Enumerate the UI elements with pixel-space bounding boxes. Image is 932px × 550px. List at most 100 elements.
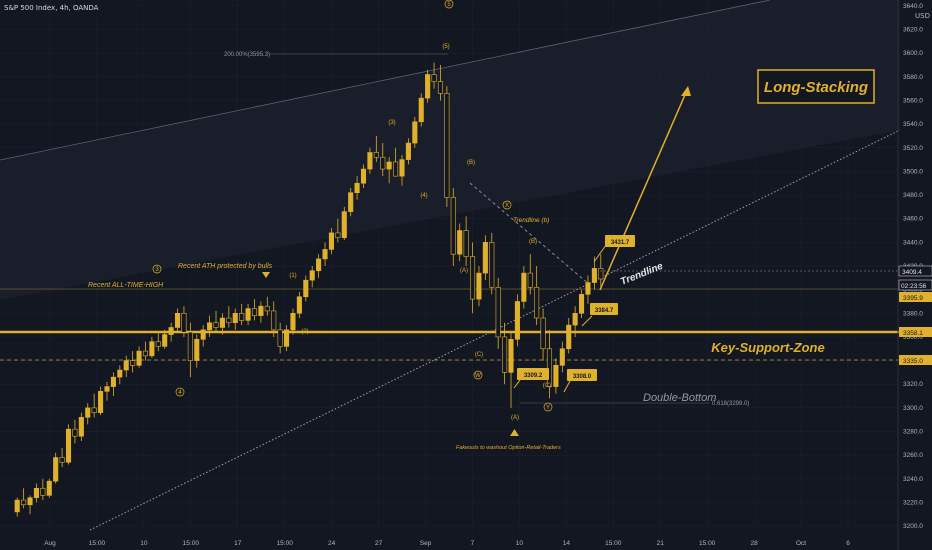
y-tick-label: 3260.0: [903, 452, 923, 459]
x-tick-label: Sep: [420, 540, 432, 547]
y-tick-label: 3240.0: [903, 476, 923, 483]
candle-body: [585, 282, 591, 295]
candle-body: [546, 348, 553, 387]
candle-body: [367, 152, 373, 170]
candle-body: [219, 317, 225, 328]
candle-body: [21, 499, 27, 506]
recent-ath-protected-label: Recent ATH protected by bulls: [178, 263, 273, 270]
key-support-zone-label: Key-Support-Zone: [711, 340, 824, 355]
candle-body: [181, 312, 187, 333]
candle-body: [284, 329, 290, 347]
wave-5: (5): [442, 44, 449, 50]
callout-3384-label: 3384.7: [595, 308, 614, 314]
y-tick-label: 3280.0: [903, 429, 923, 436]
candle-body: [91, 407, 97, 413]
channel-mid-line: [89, 129, 901, 531]
trendline-b: [469, 182, 591, 286]
wave-1: (1): [289, 273, 296, 279]
candle-body: [316, 258, 322, 272]
callout-3309-label: 3309.2: [524, 373, 543, 379]
candle-body: [559, 348, 565, 366]
candle-body: [508, 338, 514, 373]
y-tick-label: 3640.0: [903, 3, 923, 10]
candle-body: [579, 294, 585, 314]
callout-3309: 3309.2: [513, 368, 549, 389]
candle-body: [117, 369, 123, 378]
candle-body: [136, 350, 142, 366]
candle-body: [431, 74, 437, 82]
channel-shade: [0, 0, 900, 300]
candle-body: [33, 487, 39, 499]
callout-3308: 3308.0: [563, 369, 597, 393]
y-tick-label: 3380.0: [903, 310, 923, 317]
x-tick-label: 6: [846, 540, 850, 547]
y-tick-label: 3500.0: [903, 168, 923, 175]
candle-body: [53, 457, 59, 482]
candle-body: [521, 272, 527, 302]
x-tick-label: 24: [328, 540, 336, 547]
candle-body: [482, 242, 488, 274]
candle-body: [450, 197, 456, 255]
candle-body: [393, 161, 399, 177]
x-tick-label: 15:00: [277, 540, 294, 547]
candle-body: [123, 360, 129, 371]
y-tick-label: 3480.0: [903, 192, 923, 199]
candle-body: [457, 230, 463, 255]
x-tick-label: 15:00: [699, 540, 716, 547]
candle-body: [155, 341, 161, 347]
y-tick-label: 3620.0: [903, 27, 923, 34]
x-tick-label: 15:00: [89, 540, 106, 547]
y-tick-label: 3600.0: [903, 50, 923, 57]
candle-body: [46, 480, 52, 496]
callout-3308-label: 3308.0: [573, 374, 592, 380]
chart-title: S&P 500 Index, 4h, OANDA: [4, 4, 99, 12]
double-bottom-label: Double-Bottom: [643, 392, 716, 404]
candle-body: [296, 296, 302, 314]
candle-body: [566, 324, 572, 350]
candle-body: [168, 327, 174, 335]
candle-body: [226, 317, 232, 324]
x-tick-label: 7: [471, 540, 475, 547]
candles: [14, 62, 604, 517]
wave-A2: (A): [511, 415, 519, 421]
recent-ath-label: Recent ALL-TIME-HIGH: [88, 282, 164, 289]
candle-body: [469, 256, 476, 300]
candle-body: [418, 97, 424, 123]
long-stacking-label: Long-Stacking: [764, 79, 868, 96]
callout-3431-label: 3431.7: [611, 240, 630, 246]
candle-body: [598, 268, 604, 280]
candle-body: [232, 312, 238, 324]
x-tick-label: 21: [657, 540, 665, 547]
y-tick-label: 3360.0: [903, 334, 923, 341]
candle-body: [110, 376, 116, 387]
x-tick-label: Aug: [44, 540, 56, 547]
candle-body: [290, 312, 296, 331]
candle-body: [354, 182, 360, 194]
last-price-tag: 3409.4: [902, 269, 922, 276]
x-tick-label: 15:00: [605, 540, 622, 547]
long-stacking-box: Long-Stacking: [757, 69, 875, 104]
y-tick-label: 3440.0: [903, 239, 923, 246]
candle-body: [476, 272, 482, 300]
candle-body: [27, 497, 33, 506]
trendline-b-label: Trendline (b): [513, 217, 549, 224]
wave-4: (4): [420, 193, 427, 199]
x-tick-label: 27: [375, 540, 383, 547]
candle-body: [65, 428, 72, 463]
candle-body: [130, 360, 136, 366]
candle-body: [104, 386, 110, 392]
y-tick-label: 3300.0: [903, 405, 923, 412]
grid: [0, 0, 898, 532]
candle-body: [149, 341, 155, 357]
x-tick-label: 14: [563, 540, 571, 547]
x-tick-label: 10: [140, 540, 148, 547]
fib-200-label: 200.00%(3595.3): [224, 52, 270, 58]
level-a-tag: 3395.9: [903, 295, 923, 302]
wave-3: (3): [388, 120, 395, 126]
y-tick-label: 3580.0: [903, 74, 923, 81]
candle-body: [239, 312, 245, 321]
wave-2: (2): [301, 329, 308, 335]
y-tick-label: 3520.0: [903, 145, 923, 152]
candle-body: [98, 391, 104, 413]
candle-body: [251, 308, 258, 316]
